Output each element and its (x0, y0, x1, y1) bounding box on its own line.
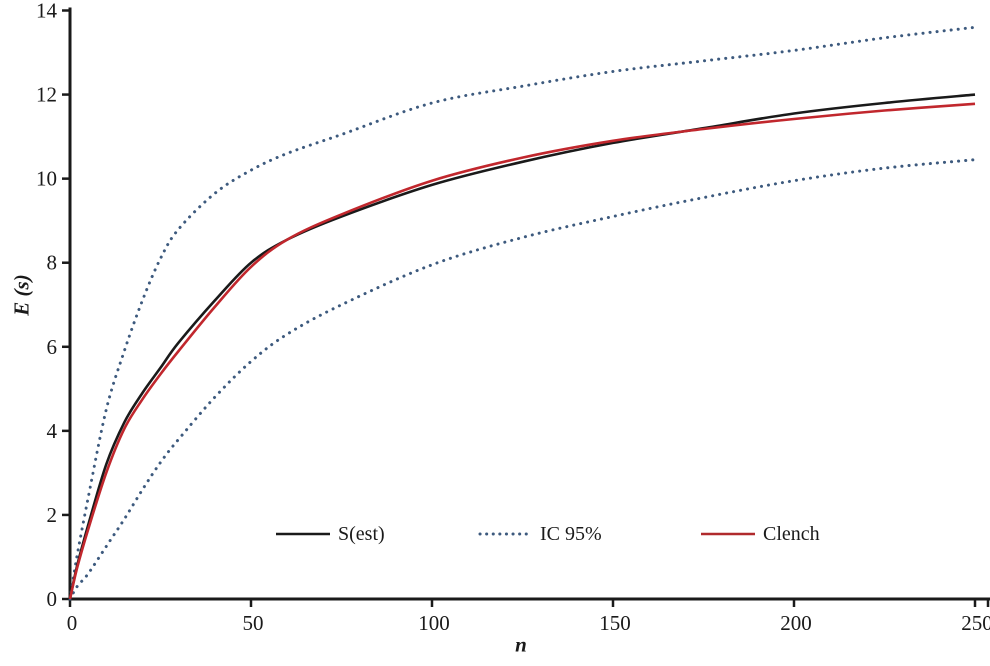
solid-line-swatch-icon (701, 532, 755, 536)
legend-label-ic95: IC 95% (540, 522, 602, 545)
y-axis-title: E (s) (9, 274, 34, 316)
y-tick-label: 0 (47, 587, 58, 611)
y-tick-label: 12 (36, 83, 57, 107)
solid-line-swatch-icon (276, 532, 330, 536)
x-tick-label: 150 (599, 611, 631, 635)
legend-label-s-est: S(est) (338, 522, 385, 545)
legend-label-clench: Clench (763, 522, 820, 545)
y-tick-label: 4 (47, 419, 58, 443)
legend: S(est) IC 95% Clench (0, 521, 990, 547)
series-ic95_upper-curve (68, 25, 977, 601)
x-tick-label: 250 (961, 611, 990, 635)
series-ic95_lower-curve (68, 158, 977, 601)
y-tick-label: 8 (47, 251, 58, 275)
y-tick-label: 10 (36, 167, 57, 191)
legend-item-clench: Clench (700, 521, 820, 547)
x-tick-label: 100 (418, 611, 450, 635)
legend-item-s-est: S(est) (275, 521, 385, 547)
x-tick-label: 0 (67, 611, 78, 635)
x-axis-title: n (515, 632, 527, 657)
dotted-line-swatch-icon (478, 532, 533, 536)
y-tick-label: 14 (36, 0, 58, 23)
y-tick-label: 2 (47, 503, 58, 527)
y-tick-label: 6 (47, 335, 58, 359)
x-tick-label: 50 (243, 611, 264, 635)
x-tick-label: 200 (780, 611, 812, 635)
series-clench-curve (68, 102, 976, 600)
legend-item-ic95: IC 95% (477, 521, 602, 547)
